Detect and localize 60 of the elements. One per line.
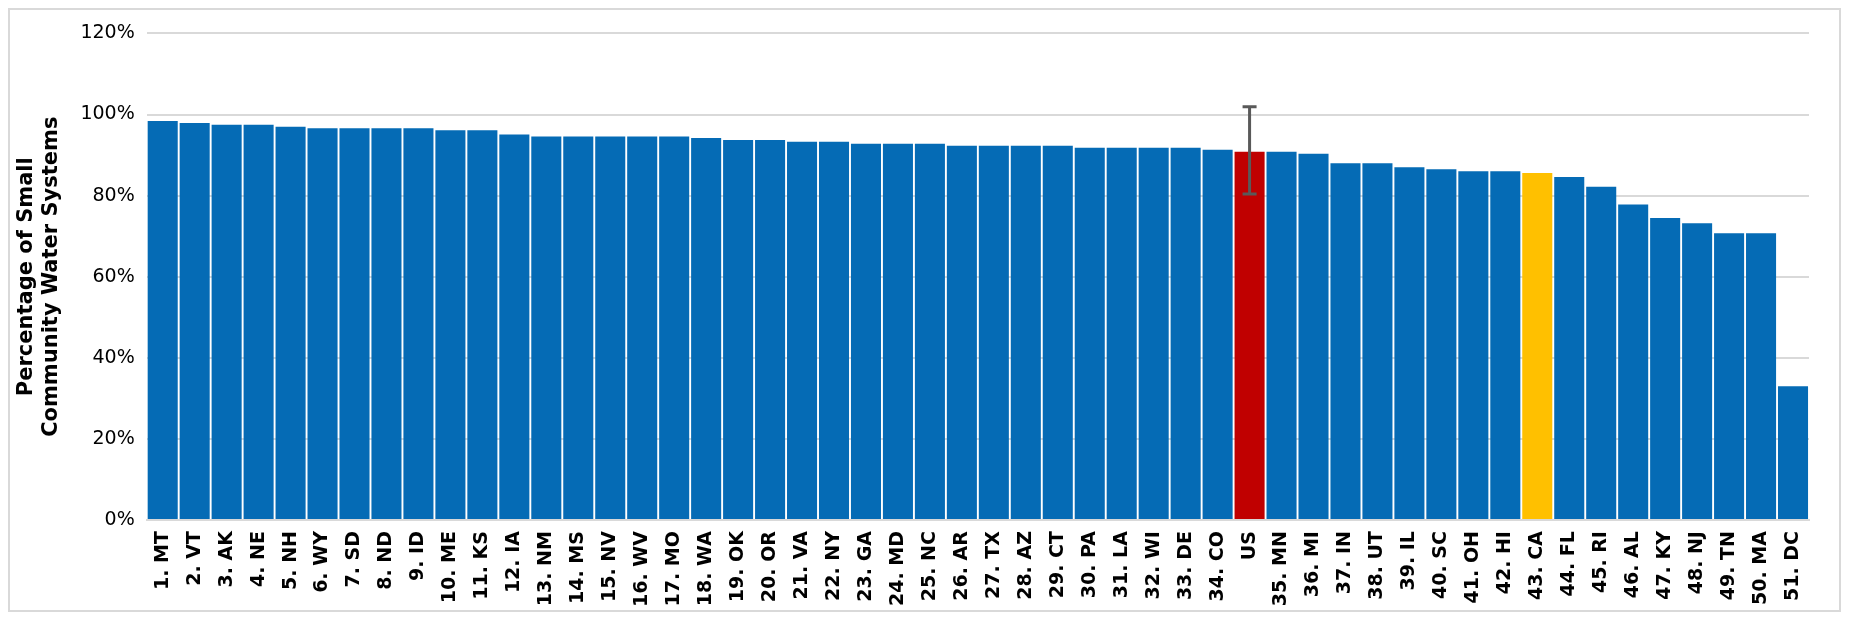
- y-tick-label: 80%: [92, 182, 135, 205]
- x-tick-label: 12. IA: [501, 530, 524, 594]
- x-tick-label: 27. TX: [980, 530, 1003, 599]
- x-tick-label: 29. CT: [1044, 531, 1067, 599]
- x-tick-label: 20. OR: [757, 530, 780, 603]
- x-tick-label: 28. AZ: [1012, 531, 1035, 600]
- x-tick-label: 21. VA: [788, 530, 811, 600]
- x-tick-label: 26. AR: [948, 530, 971, 601]
- x-tick-label: 19. OK: [725, 529, 748, 603]
- x-tick-label: 6. WY: [309, 530, 332, 593]
- x-tick-label: 45. RI: [1588, 531, 1611, 594]
- x-tick-label: 1. MT: [149, 531, 172, 590]
- x-tick-label: 3. AK: [213, 529, 236, 588]
- x-tick-label: 10. ME: [437, 531, 460, 604]
- x-tick-label: 16. WV: [629, 530, 652, 607]
- x-tick-label: 40. SC: [1428, 531, 1451, 599]
- x-tick-label: 47. KY: [1652, 530, 1675, 600]
- y-tick-label: 20%: [92, 425, 135, 448]
- x-tick-label: 24. MD: [884, 531, 907, 607]
- x-tick-label: 39. IL: [1396, 531, 1419, 591]
- y-tick-label: 120%: [80, 20, 135, 43]
- x-tick-label: 35. MN: [1268, 531, 1291, 607]
- x-tick-label: 36. MI: [1300, 531, 1323, 598]
- x-tick-label: 34. CO: [1204, 531, 1227, 602]
- x-tick-label: 30. PA: [1076, 530, 1099, 599]
- x-tick-label: 50. MA: [1747, 530, 1770, 605]
- y-tick-label: 60%: [92, 263, 135, 286]
- x-tick-label: 2. VT: [181, 531, 204, 586]
- x-tick-label: 46. AL: [1620, 531, 1643, 599]
- x-tick-label: 14. MS: [565, 531, 588, 604]
- x-tick-label: 32. WI: [1140, 531, 1163, 600]
- x-tick-label: 48. NJ: [1684, 531, 1707, 595]
- x-tick-label: 37. IN: [1332, 531, 1355, 595]
- y-tick-label: 0%: [104, 507, 135, 529]
- x-tick-label: 23. GA: [852, 530, 875, 602]
- x-tick-label: 43. CA: [1524, 530, 1547, 600]
- x-tick-label: 5. NH: [277, 531, 300, 590]
- x-tick-label: 4. NE: [245, 531, 268, 587]
- x-tick-label: 9. ID: [405, 531, 428, 581]
- x-tick-label: 42. HI: [1492, 531, 1515, 595]
- y-axis-title: Percentage of Small Community Water Systems: [13, 116, 63, 437]
- x-tick-label: 44. FL: [1556, 531, 1579, 597]
- x-tick-label: 31. LA: [1108, 530, 1131, 599]
- x-tick-label: 15. NV: [597, 530, 620, 602]
- x-tick-label: 38. UT: [1364, 531, 1387, 600]
- y-tick-label: 40%: [92, 344, 135, 367]
- x-tick-label: 41. OH: [1460, 531, 1483, 604]
- x-tick-label: US: [1236, 531, 1259, 561]
- x-tick-label: 18. WA: [693, 530, 716, 607]
- x-tick-label: 25. NC: [916, 531, 939, 602]
- x-tick-label: 11. KS: [469, 531, 492, 600]
- x-tick-label: 13. NM: [533, 531, 556, 607]
- x-tick-label: 51. DC: [1779, 531, 1802, 602]
- x-tick-label: 49. TN: [1716, 531, 1739, 601]
- x-tick-label: 33. DE: [1172, 531, 1195, 601]
- y-tick-label: 100%: [80, 101, 135, 124]
- x-tick-label: 7. SD: [341, 531, 364, 588]
- x-tick-label: 17. MO: [661, 531, 684, 607]
- x-tick-label: 22. NY: [820, 530, 843, 601]
- x-tick-label: 8. ND: [373, 531, 396, 590]
